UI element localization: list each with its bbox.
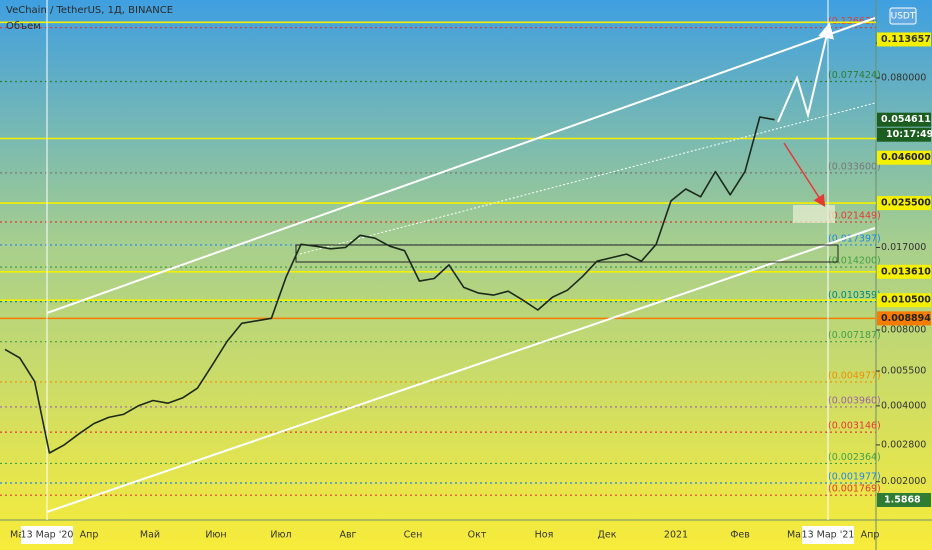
indicator-name: Объем: [6, 21, 41, 32]
level-label: (0.007187): [828, 330, 881, 341]
channel-bottom: [46, 227, 876, 513]
countdown-box: [877, 127, 931, 142]
level-label: (0.003146): [828, 421, 881, 432]
pullback-arrow: [783, 142, 826, 208]
price-tag: [877, 32, 931, 47]
level-label: (0.002364): [828, 452, 881, 463]
x-tick-label: Апр: [80, 530, 99, 541]
y-tick-label: 0.008000: [881, 324, 926, 335]
price-tag-label: 0.010500: [881, 295, 931, 306]
volume-tag: [877, 493, 931, 507]
x-tick-label: Мар: [10, 530, 30, 541]
price-tag-label: 0.054611: [881, 114, 931, 125]
projection-arrow: [777, 22, 834, 123]
x-tick-label: Июл: [270, 530, 291, 541]
price-line: [4, 116, 775, 454]
level-label: (0.010359): [828, 290, 881, 301]
x-tick-label: Сен: [404, 530, 423, 541]
price-tag-label: 0.013610: [881, 266, 931, 277]
date-marker-box: [21, 526, 73, 544]
y-tick-label: 0.002000: [881, 476, 926, 487]
x-tick-label: Окт: [468, 530, 487, 541]
price-tag: [877, 150, 931, 165]
price-tag-label: 0.025500: [881, 198, 931, 209]
x-tick-label: Май: [140, 530, 160, 541]
x-tick-label: 2021: [664, 530, 688, 541]
level-label: (0.014200): [828, 256, 881, 267]
y-tick-label: 0.002800: [881, 439, 926, 450]
channel-mid: [299, 102, 876, 255]
x-tick-label: Июн: [205, 530, 226, 541]
level-label: (0.001769): [828, 484, 881, 495]
level-label: (0.021449): [828, 211, 881, 222]
y-tick-label: 0.080000: [881, 72, 926, 83]
countdown: 10:17:49: [886, 129, 932, 140]
plot: [4, 116, 775, 454]
price-tag: [877, 112, 931, 127]
price-axis: 0.1100000.0800000.0170000.0080000.005500…: [876, 32, 932, 507]
currency-button[interactable]: [889, 7, 917, 25]
currency-button-label[interactable]: USDT: [891, 12, 916, 22]
x-tick-label: Авг: [339, 530, 356, 541]
symbol-title: VeChain / TetherUS, 1Д, BINANCE: [6, 5, 173, 16]
x-tick-label: Ноя: [535, 530, 554, 541]
price-tag: [877, 293, 931, 308]
y-tick-label: 0.004000: [881, 400, 926, 411]
levels: (0.12663)(0.077424)(0.033600)(0.021449)(…: [0, 16, 881, 496]
price-tag-label: 0.008894: [881, 313, 931, 324]
price-tag: [877, 264, 931, 279]
volume-tag-label: 1.5868: [884, 495, 921, 506]
date-marker-box: [802, 526, 854, 544]
level-label: (0.077424): [828, 70, 881, 81]
level-label: (0.033600): [828, 161, 881, 172]
date-marker: 13 Мар '20: [21, 530, 74, 541]
x-tick-label: Дек: [597, 530, 616, 541]
price-tag-label: 0.113657: [881, 34, 931, 45]
price-tag-label: 0.046000: [881, 152, 931, 163]
x-tick-label: Апр: [861, 530, 880, 541]
price-tag: [877, 196, 931, 211]
time-axis: Мар Апр Май Июн Июл Авг Сен Окт Ноя Дек 2021 Фев Мар…: [10, 526, 879, 544]
y-tick-label: 0.017000: [881, 242, 926, 253]
target-box: [793, 205, 835, 223]
price-tag: [877, 311, 931, 326]
level-label: (0.001977): [828, 472, 881, 483]
level-label: (0.003960): [828, 395, 881, 406]
x-tick-label: Фев: [730, 530, 750, 541]
y-tick-label: 0.005500: [881, 365, 926, 376]
level-label: (0.017397): [828, 233, 881, 244]
x-tick-label: Мар: [787, 530, 807, 541]
channel-top: [46, 17, 876, 314]
level-label: (0.004977): [828, 370, 881, 381]
date-marker: 13 Мар '21: [802, 530, 855, 541]
